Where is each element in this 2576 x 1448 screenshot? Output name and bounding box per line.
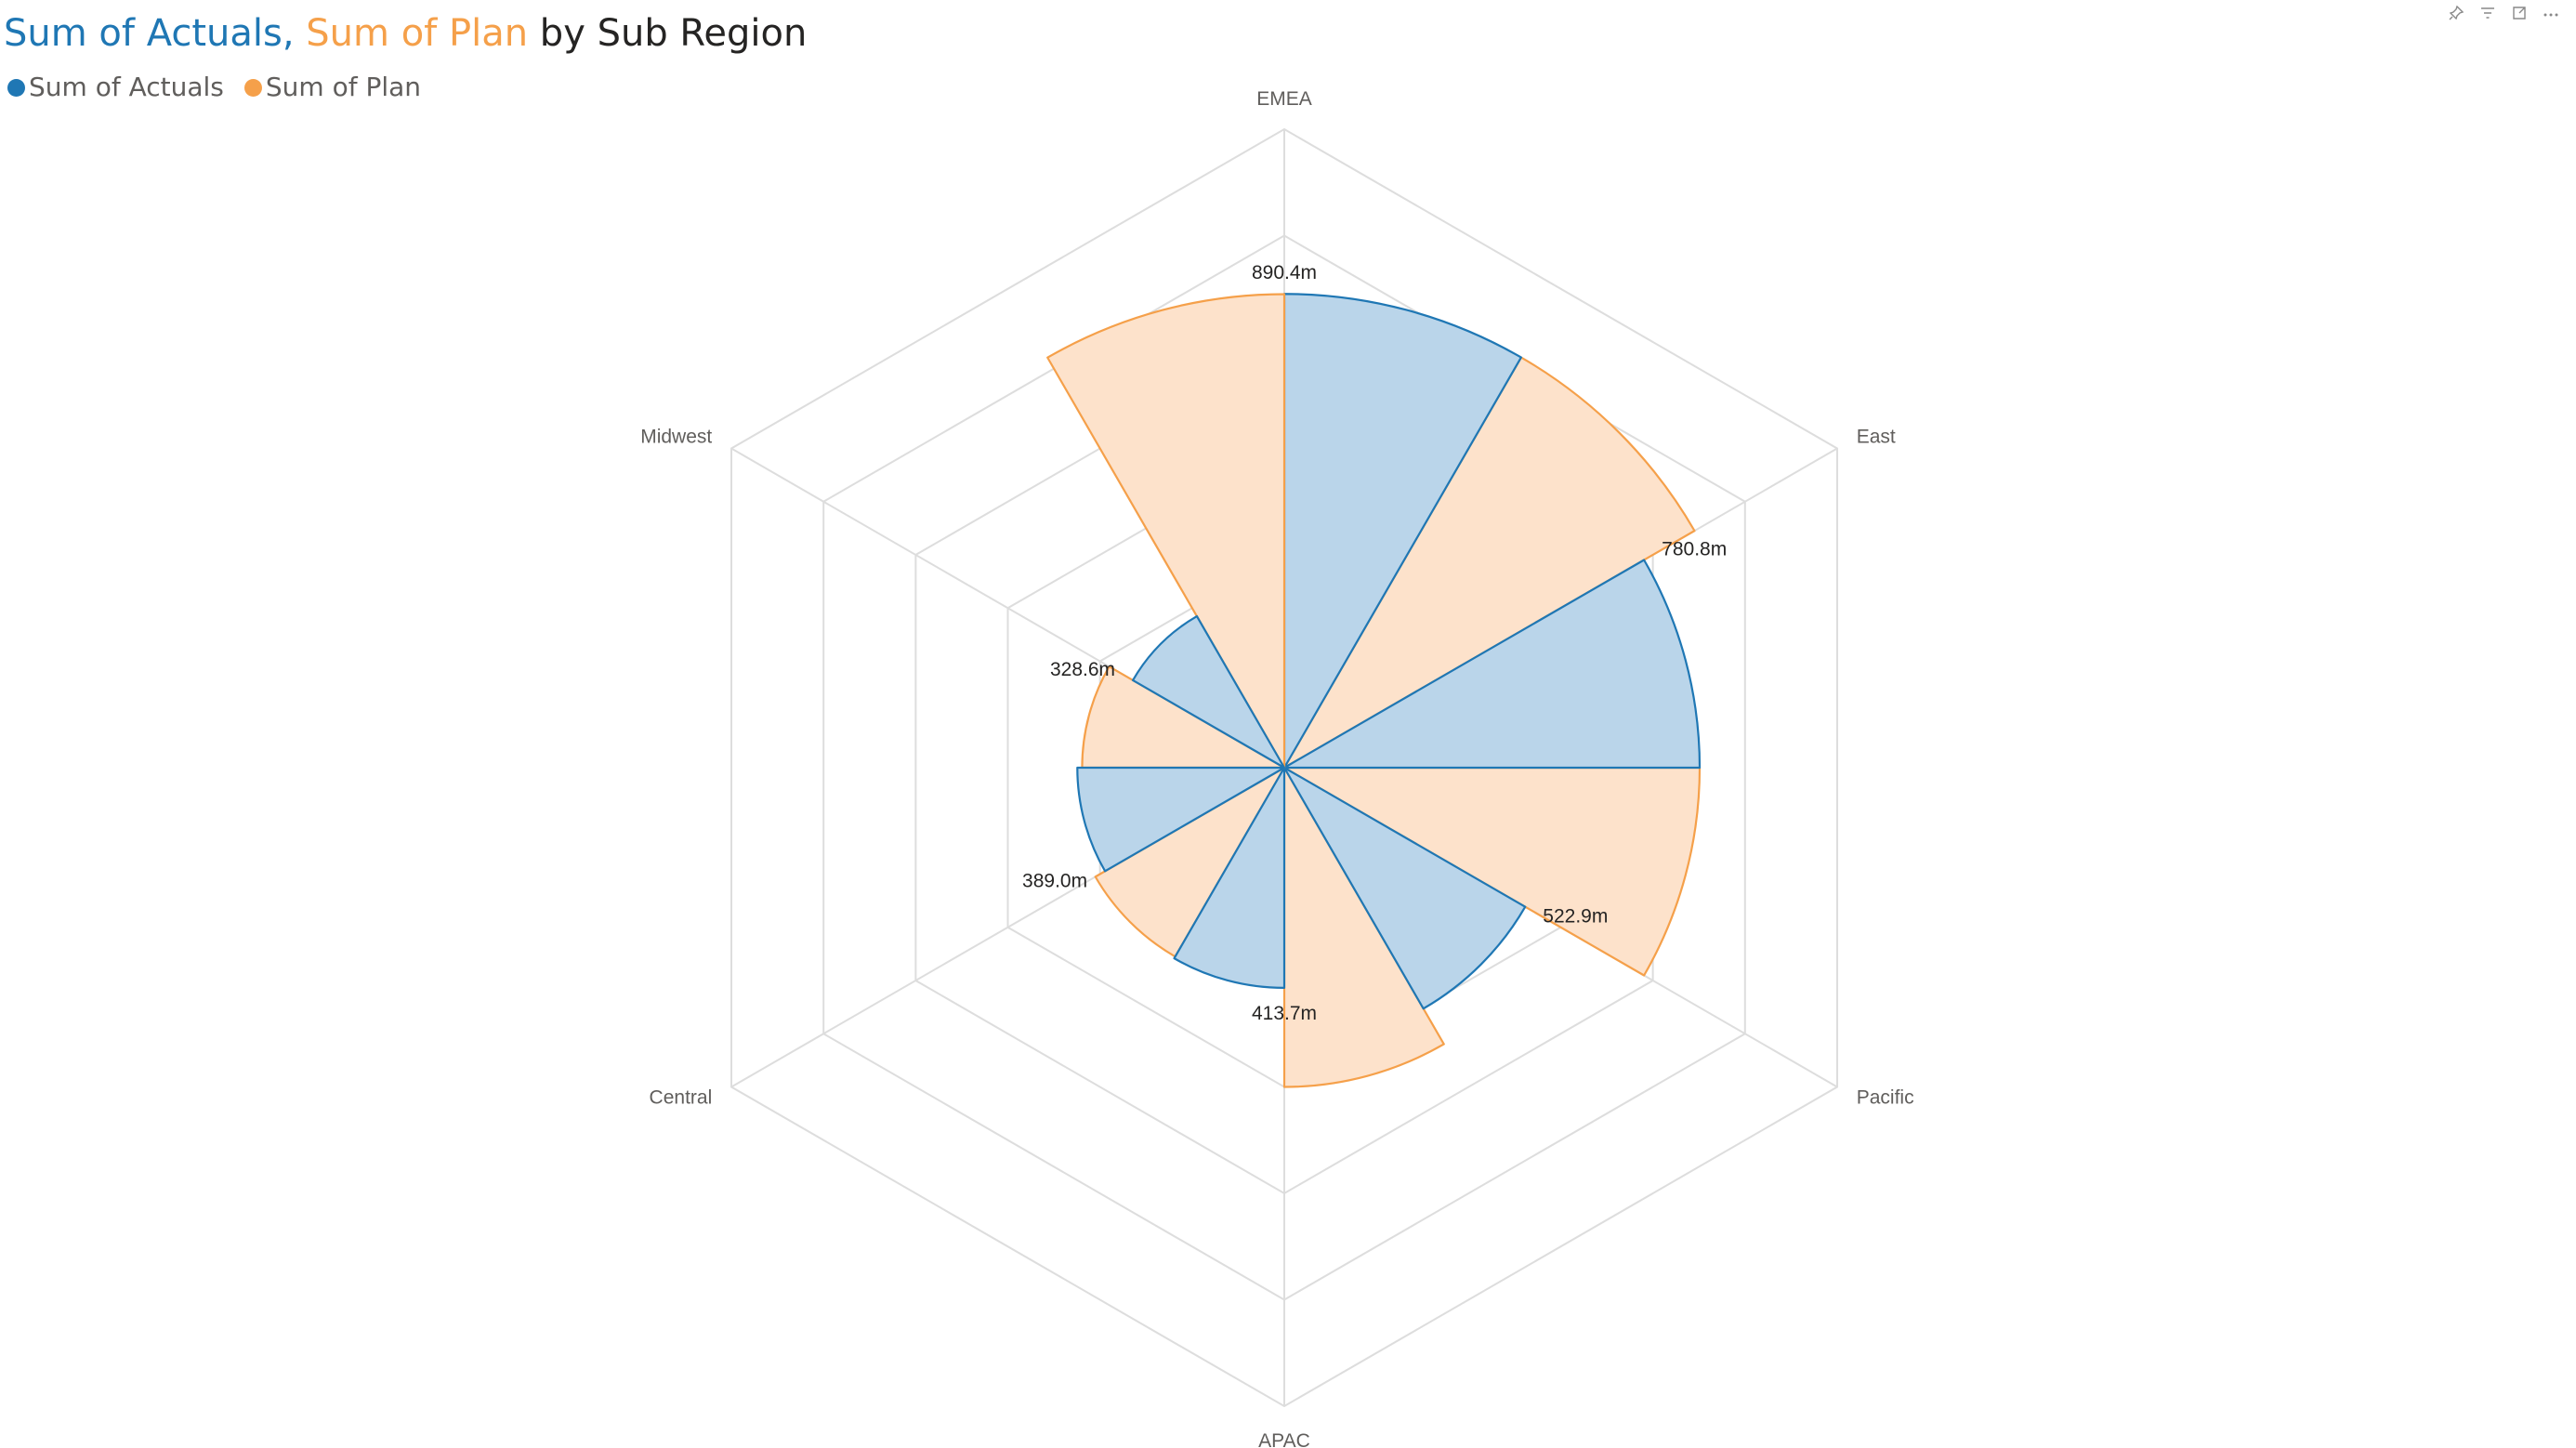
data-label-east: 780.8m bbox=[1662, 538, 1727, 559]
legend-dot-plan bbox=[243, 78, 262, 97]
wedge-plan-apac bbox=[1094, 766, 1286, 958]
more-options-icon[interactable] bbox=[2535, 2, 2567, 24]
legend-item-actuals[interactable]: Sum of Actuals bbox=[7, 69, 224, 106]
chart-legend: Sum of Actuals Sum of Plan bbox=[7, 69, 441, 106]
category-label-east: East bbox=[1857, 427, 1896, 448]
wedge-plan-emea bbox=[1282, 356, 1696, 770]
wedge-plan-central bbox=[1081, 665, 1286, 770]
wedge-actuals-emea bbox=[1282, 293, 1522, 770]
legend-dot-actuals bbox=[7, 78, 25, 97]
pin-icon[interactable] bbox=[2440, 2, 2472, 24]
wedge-plan-pacific bbox=[1282, 766, 1445, 1088]
category-label-midwest: Midwest bbox=[640, 427, 712, 448]
title-dimension: by Sub Region bbox=[539, 12, 808, 55]
data-label-central: 389.0m bbox=[1022, 870, 1087, 891]
wedge-actuals-midwest bbox=[1131, 614, 1286, 770]
filter-icon[interactable] bbox=[2472, 2, 2504, 24]
title-series-plan: Sum of Plan bbox=[306, 12, 529, 55]
category-label-pacific: Pacific bbox=[1857, 1087, 1914, 1109]
focus-mode-icon[interactable] bbox=[2504, 2, 2535, 24]
legend-label-actuals: Sum of Actuals bbox=[29, 72, 224, 102]
legend-item-plan[interactable]: Sum of Plan bbox=[243, 69, 422, 106]
title-series-actuals: Sum of Actuals, bbox=[4, 12, 295, 55]
wedge-actuals-apac bbox=[1173, 766, 1286, 989]
legend-label-plan: Sum of Plan bbox=[265, 72, 422, 102]
category-label-emea: EMEA bbox=[1256, 88, 1312, 110]
wedge-plan-midwest bbox=[1046, 293, 1286, 770]
visual-header-toolbar bbox=[2440, 2, 2567, 24]
data-label-midwest: 328.6m bbox=[1050, 659, 1115, 680]
data-label-pacific: 522.9m bbox=[1543, 906, 1608, 928]
category-label-central: Central bbox=[650, 1087, 713, 1109]
wedge-actuals-central bbox=[1076, 766, 1286, 873]
wedge-actuals-east bbox=[1282, 559, 1702, 770]
data-label-emea: 890.4m bbox=[1252, 262, 1317, 283]
wedge-actuals-pacific bbox=[1282, 766, 1527, 1010]
wedge-plan-east bbox=[1282, 766, 1702, 977]
category-label-apac: APAC bbox=[1258, 1430, 1310, 1448]
data-label-apac: 413.7m bbox=[1252, 1003, 1317, 1024]
chart-title: Sum of Actuals, Sum of Plan by Sub Regio… bbox=[4, 7, 807, 59]
